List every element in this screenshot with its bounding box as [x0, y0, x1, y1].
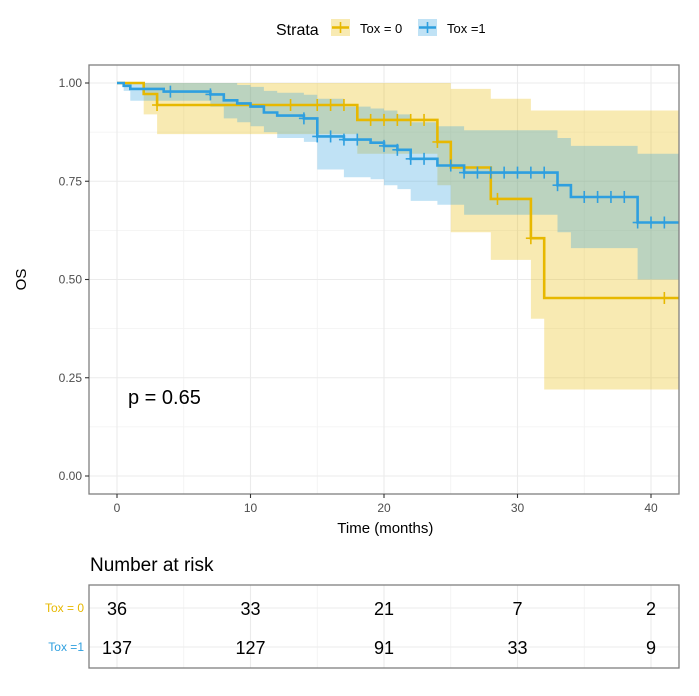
- risk-table: Number at risk Tox = 0 36 33 21 7 2 Tox =1 137 12…: [45, 555, 680, 669]
- risk-value: 7: [512, 599, 522, 619]
- censor-mark-tox1: [312, 130, 323, 143]
- censor-mark-tox0: [365, 113, 376, 126]
- legend: Strata Tox = 0 Tox =1: [276, 19, 486, 39]
- censor-mark-tox0: [432, 135, 443, 148]
- censor-mark-tox1: [659, 216, 670, 229]
- censor-mark-tox0: [152, 99, 163, 112]
- x-axis-title: Time (months): [337, 520, 433, 537]
- risk-row-label-tox1: Tox =1: [48, 640, 84, 654]
- censor-mark-tox1: [619, 190, 630, 203]
- censor-mark-tox1: [405, 152, 416, 165]
- x-tick-label: 30: [511, 501, 525, 515]
- grid: [89, 65, 679, 494]
- risk-value: 2: [646, 599, 656, 619]
- y-tick-label: 0.00: [59, 469, 83, 483]
- censor-mark-tox1: [472, 166, 483, 179]
- censor-mark-tox1: [592, 190, 603, 203]
- legend-key-tox0: [331, 19, 350, 36]
- censor-mark-tox1: [459, 166, 470, 179]
- censor-mark-tox0: [379, 113, 389, 126]
- x-tick-label: 10: [244, 501, 258, 515]
- censor-mark-tox1: [445, 159, 456, 172]
- x-tick-label: 40: [644, 501, 658, 515]
- censor-mark-tox0: [405, 113, 416, 126]
- censor-mark-tox1: [512, 166, 523, 179]
- risk-value: 127: [235, 638, 265, 658]
- censor-mark-tox0: [285, 99, 296, 112]
- censor-mark-tox1: [325, 130, 336, 143]
- confidence-band-tox1: [117, 83, 679, 280]
- risk-value: 9: [646, 638, 656, 658]
- x-tick-label: 20: [377, 501, 391, 515]
- censor-mark-tox0: [659, 291, 670, 304]
- risk-value: 33: [240, 599, 260, 619]
- censor-mark-tox1: [579, 190, 590, 203]
- risk-row-label-tox0: Tox = 0: [45, 601, 84, 615]
- censor-mark-tox1: [499, 166, 510, 179]
- legend-title: Strata: [276, 22, 319, 39]
- censor-mark-tox1: [419, 152, 430, 165]
- plot-content: [117, 81, 679, 390]
- censor-mark-tox0: [392, 113, 403, 126]
- censor-mark-tox1: [205, 88, 216, 101]
- y-tick-label: 0.50: [59, 273, 83, 287]
- confidence-band-tox0: [117, 83, 679, 390]
- censor-mark-tox1: [485, 166, 496, 179]
- censor-mark-tox1: [379, 139, 389, 152]
- legend-label-tox0: Tox = 0: [360, 21, 402, 36]
- risk-table-border: [88, 584, 680, 669]
- risk-value: 33: [507, 638, 527, 658]
- censor-mark-tox1: [298, 112, 309, 125]
- censor-mark-tox0: [338, 99, 349, 112]
- censor-mark-tox1: [352, 133, 363, 146]
- censor-mark-tox0: [492, 192, 503, 205]
- censor-mark-tox1: [392, 143, 403, 156]
- legend-label-tox1: Tox =1: [447, 21, 486, 36]
- risk-value: 91: [374, 638, 394, 658]
- censor-mark-tox1: [165, 85, 176, 98]
- censor-mark-tox1: [552, 179, 563, 192]
- x-tick-label: 0: [114, 501, 121, 515]
- censor-mark-tox0: [325, 99, 336, 112]
- censor-mark-tox0: [525, 232, 536, 245]
- censor-mark-tox1: [525, 166, 536, 179]
- risk-value: 137: [102, 638, 132, 658]
- y-tick-label: 1.00: [59, 76, 83, 90]
- p-value-annotation: p = 0.65: [128, 387, 201, 409]
- censor-mark-tox0: [419, 113, 430, 126]
- censor-mark-tox0: [312, 99, 323, 112]
- y-tick-label: 0.25: [59, 371, 83, 385]
- censor-mark-tox1: [539, 166, 550, 179]
- censor-mark-tox1: [605, 190, 616, 203]
- risk-table-title: Number at risk: [90, 555, 214, 576]
- censor-mark-tox1: [632, 216, 643, 229]
- censor-mark-tox1: [646, 216, 656, 229]
- risk-value: 36: [107, 599, 127, 619]
- legend-key-tox1: [418, 19, 437, 36]
- censor-mark-tox1: [338, 133, 349, 146]
- risk-value: 21: [374, 599, 394, 619]
- y-tick-label: 0.75: [59, 174, 83, 188]
- y-axis-title: OS: [13, 269, 30, 291]
